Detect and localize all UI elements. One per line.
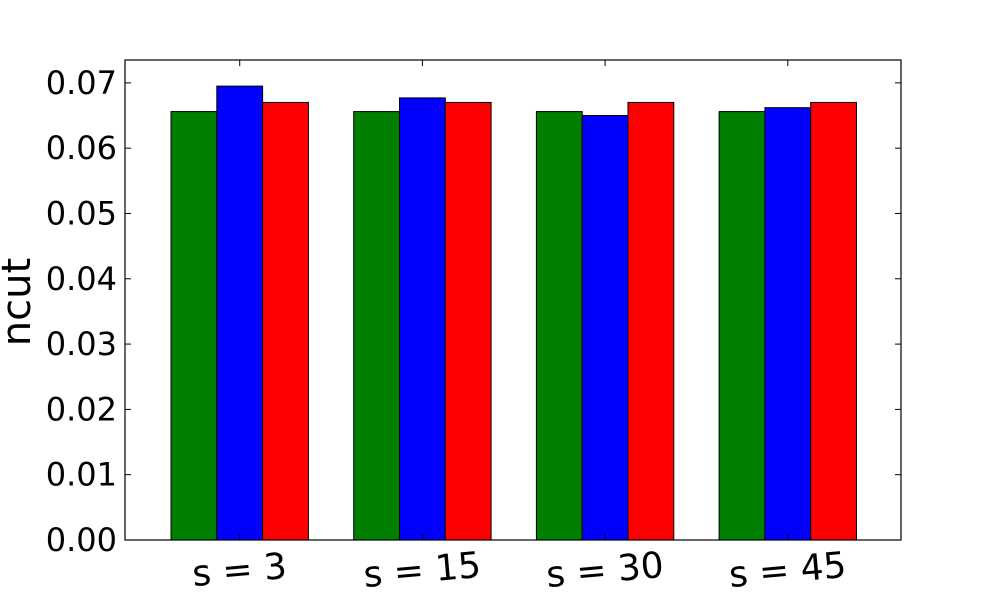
x-axis: s = 3 s = 15 s = 30 s = 45 bbox=[191, 60, 848, 596]
x-tick-label: s = 30 bbox=[545, 545, 666, 596]
bar-series-2-cat-3 bbox=[581, 115, 629, 541]
y-axis: 0.00 0.01 0.02 0.03 0.04 0.05 0.06 0.07 bbox=[46, 64, 901, 559]
y-tick-label: 0.05 bbox=[46, 194, 117, 232]
y-tick-label: 0.02 bbox=[46, 390, 117, 428]
y-tick-label: 0.07 bbox=[46, 64, 117, 102]
bar-series-2-cat-2 bbox=[399, 97, 446, 541]
bar-series-2-cat-1 bbox=[216, 85, 264, 541]
bars-group bbox=[170, 85, 858, 541]
y-tick-label: 0.04 bbox=[46, 260, 117, 298]
x-tick-label: s = 45 bbox=[727, 545, 848, 596]
bar-series-1-cat-3 bbox=[535, 111, 583, 541]
bar-series-3-cat-3 bbox=[627, 101, 675, 541]
y-tick-label: 0.01 bbox=[46, 456, 117, 494]
x-tick-label: s = 15 bbox=[362, 545, 483, 596]
y-tick-label: 0.06 bbox=[46, 129, 117, 167]
bar-series-1-cat-4 bbox=[718, 111, 766, 541]
bar-series-1-cat-1 bbox=[170, 111, 218, 541]
bar-series-3-cat-1 bbox=[262, 101, 309, 541]
y-tick-label: 0.00 bbox=[46, 521, 117, 559]
bar-series-3-cat-4 bbox=[810, 101, 858, 541]
bar-series-1-cat-2 bbox=[353, 111, 401, 541]
x-tick-label: s = 3 bbox=[191, 546, 289, 595]
y-axis-label: ncut bbox=[0, 258, 40, 346]
y-tick-label: 0.03 bbox=[46, 325, 117, 363]
bar-series-3-cat-2 bbox=[444, 101, 492, 541]
bar-series-2-cat-4 bbox=[764, 107, 812, 541]
plot-area-frame bbox=[124, 59, 902, 541]
